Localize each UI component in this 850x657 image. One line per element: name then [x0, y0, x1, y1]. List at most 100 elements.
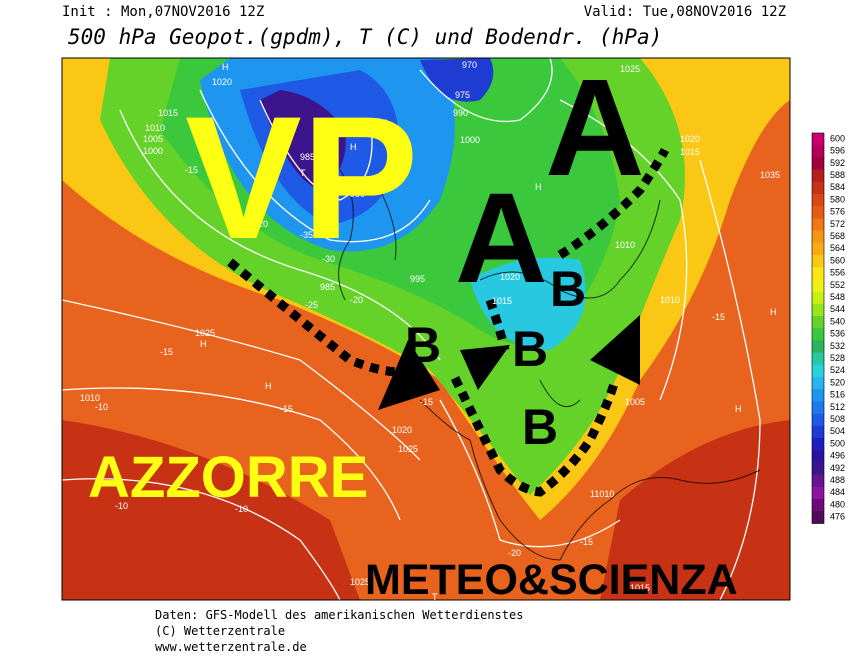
pressure-label: 1005: [143, 134, 163, 144]
pressure-label: 995: [410, 274, 425, 284]
overlay-label: AZZORRE: [88, 445, 368, 510]
colorbar-swatch: [812, 413, 824, 427]
pressure-center: H: [350, 142, 357, 152]
colorbar-swatch: [812, 340, 824, 353]
footer-line: www.wetterzentrale.de: [155, 640, 307, 654]
colorbar-tick-label: 528: [830, 353, 845, 363]
pressure-label: 970: [462, 60, 477, 70]
pressure-label: 1015: [630, 583, 650, 593]
pressure-label: 1015: [158, 108, 178, 118]
temperature-label: -20: [255, 219, 268, 229]
pressure-label: 985: [300, 152, 315, 162]
pressure-label: 1010: [368, 118, 388, 128]
temperature-label: -15: [712, 312, 725, 322]
colorbar-tick-label: 504: [830, 426, 845, 436]
colorbar-tick-label: 572: [830, 219, 845, 229]
colorbar-tick-label: 520: [830, 377, 845, 387]
colorbar-tick-label: 552: [830, 280, 845, 290]
colorbar-tick-label: 560: [830, 255, 845, 265]
colorbar-swatch: [812, 267, 824, 280]
map-field: [62, 58, 790, 600]
colorbar-swatch: [812, 218, 824, 231]
colorbar-swatch: [812, 206, 824, 219]
arrows: [378, 315, 640, 410]
pressure-label: 1020: [392, 425, 412, 435]
pressure-label: 1015: [680, 147, 700, 157]
colorbar-swatch: [812, 291, 824, 305]
colorbar-tick-label: 492: [830, 463, 845, 473]
colorbar-swatch: [812, 145, 824, 158]
overlay-label: B: [405, 317, 441, 373]
colorbar-swatch: [812, 438, 824, 451]
overlay-label: B: [512, 321, 548, 377]
colorbar-tick-label: 500: [830, 438, 845, 448]
colorbar-swatch: [812, 389, 824, 402]
colorbar-tick-label: 480: [830, 499, 845, 509]
pressure-center: T: [300, 168, 306, 178]
pressure-label: 1025: [620, 64, 640, 74]
overlay-label: B: [550, 261, 586, 317]
colorbar-tick-label: 556: [830, 268, 845, 278]
overlay-label: B: [522, 399, 558, 455]
colorbar-tick-label: 536: [830, 329, 845, 339]
pressure-label: 1020: [500, 272, 520, 282]
colorbar-swatch: [812, 303, 824, 317]
temperature-label: -35: [300, 230, 313, 240]
pressure-label: 1005: [625, 397, 645, 407]
colorbar-swatch: [812, 486, 824, 500]
colorbar-tick-label: 496: [830, 451, 845, 461]
pressure-label: 990: [350, 189, 365, 199]
temperature-label: -15: [160, 347, 173, 357]
colorbar-swatch: [812, 133, 824, 146]
field-cyan: [470, 257, 586, 350]
temperature-label: -10: [235, 504, 248, 514]
temperature-label: -20: [350, 295, 363, 305]
colorbar-swatch: [812, 279, 824, 292]
colorbar-swatch: [812, 474, 824, 488]
colorbar: 600 596 592 588 584 580 576 572 568 564 560 556 552 5…: [811, 132, 845, 524]
valid-time: Valid: Tue,08NOV2016 12Z: [584, 4, 786, 20]
colorbar-tick-label: 576: [830, 207, 845, 217]
colorbar-swatch: [812, 328, 824, 341]
footer: Daten: GFS-Modell des amerikanischen Wet…: [155, 608, 523, 654]
field-warm: [62, 420, 360, 600]
pressure-label: 1010: [660, 295, 680, 305]
pressure-center: H: [770, 307, 777, 317]
colorbar-tick-label: 508: [830, 414, 845, 424]
pressure-label: 11010: [590, 489, 614, 499]
colorbar-swatch: [812, 377, 824, 390]
footer-line: (C) Wetterzentrale: [155, 624, 285, 638]
colorbar-tick-label: 564: [830, 243, 845, 253]
colorbar-tick-label: 580: [830, 194, 845, 204]
pressure-label: 1035: [760, 170, 780, 180]
temperature-label: -15: [185, 165, 198, 175]
temperature-label: -15: [420, 397, 433, 407]
pressure-label: 1015: [492, 296, 512, 306]
colorbar-tick-label: 540: [830, 316, 845, 326]
colorbar-swatch: [812, 316, 824, 329]
temperature-label: -10: [115, 501, 128, 511]
colorbar-tick-label: 588: [830, 170, 845, 180]
colorbar-tick-label: 592: [830, 158, 845, 168]
colorbar-tick-label: 532: [830, 341, 845, 351]
colorbar-tick-label: 596: [830, 146, 845, 156]
temperature-label: -15: [580, 537, 593, 547]
colorbar-swatch: [812, 230, 824, 244]
pressure-label: 1025: [195, 328, 215, 338]
map-frame: [61, 57, 791, 601]
overlay-label: A: [455, 167, 547, 310]
footer-line: Daten: GFS-Modell des amerikanischen Wet…: [155, 608, 523, 622]
pressure-label: 1010: [145, 123, 165, 133]
colorbar-swatch: [812, 364, 824, 378]
pressure-label: 1000: [143, 146, 163, 156]
colorbar-frame: [811, 132, 825, 524]
colorbar-tick-label: 600: [830, 133, 845, 143]
pressure-label: 1020: [680, 134, 700, 144]
map-labels: 1020101510101005100010101000970975990985…: [80, 51, 780, 604]
colorbar-swatch: [812, 352, 824, 366]
colorbar-swatch: [812, 157, 824, 170]
overlay-label: VP: [185, 81, 418, 276]
init-time: Init : Mon,07NOV2016 12Z: [62, 4, 264, 20]
map-title: 500 hPa Geopot.(gpdm), T (C) und Bodendr…: [68, 25, 662, 49]
